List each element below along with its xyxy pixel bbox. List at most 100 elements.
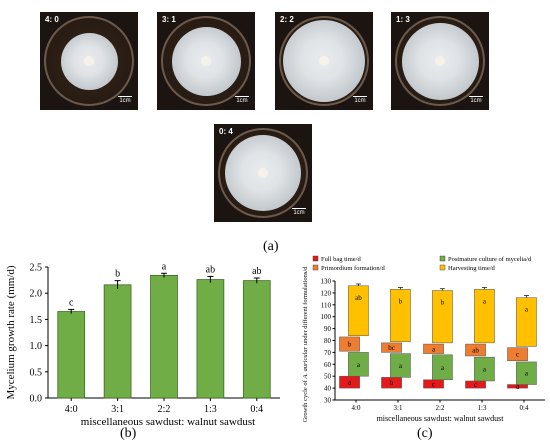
mycelium-colony xyxy=(60,32,118,90)
significance-letter: d xyxy=(516,383,520,391)
significance-letter: a xyxy=(432,345,436,353)
segment-bar xyxy=(339,336,360,352)
scale-bar-label: 1cm xyxy=(354,98,366,104)
x-tick-label: 1:3 xyxy=(478,404,487,412)
y-axis-label-species: A. auricular xyxy=(302,346,309,379)
y-tick-label: 2.0 xyxy=(30,289,43,300)
y-tick-label: 50 xyxy=(324,373,332,381)
mycelium-colony xyxy=(171,26,241,96)
scale-bar: 1cm xyxy=(235,96,249,104)
x-tick-label: 4:0 xyxy=(65,404,78,415)
segment-bar xyxy=(423,343,444,354)
significance-letter: a xyxy=(483,366,487,374)
significance-letter: c xyxy=(432,380,435,388)
scale-bar-line xyxy=(469,96,483,97)
y-tick-label: 80 xyxy=(324,337,332,345)
ratio-label: 1: 3 xyxy=(396,15,410,24)
significance-letter: a xyxy=(348,379,352,387)
petri-dish xyxy=(395,16,485,106)
significance-letter: a xyxy=(525,370,529,378)
significance-letter: ab xyxy=(206,264,215,275)
segment-bar xyxy=(432,354,453,381)
ratio-label: 0: 4 xyxy=(219,127,233,136)
y-axis-label: Growth cycle of A. auricular under diffe… xyxy=(302,266,309,423)
y-tick-label: 60 xyxy=(324,361,332,369)
y-axis-label: Mycelium growth rate (mm/d) xyxy=(5,265,17,399)
petri-dish xyxy=(161,16,251,106)
petri-dish xyxy=(279,16,369,106)
scale-bar-label: 1cm xyxy=(236,98,248,104)
significance-letter: c xyxy=(69,297,74,308)
segment-bar xyxy=(348,352,369,377)
scale-bar: 1cm xyxy=(292,208,306,216)
legend-label: Primordium formation/d xyxy=(321,265,385,272)
scale-bar-line xyxy=(292,208,306,209)
inoculum-spot xyxy=(435,56,445,66)
mycelium-colony xyxy=(401,22,479,100)
scale-bar-label: 1cm xyxy=(119,98,131,104)
x-tick-label: 2:2 xyxy=(436,404,445,412)
significance-letter: b xyxy=(115,269,120,280)
y-tick-label: 1.5 xyxy=(30,315,43,326)
growth-cycle-chart: Full bag time/d Postmature culture of myc… xyxy=(302,255,545,423)
segment-bar xyxy=(381,342,402,353)
legend-label: Harvesting time/d xyxy=(448,265,496,272)
inoculum-spot xyxy=(258,168,268,178)
significance-letter: b xyxy=(348,341,352,349)
legend-swatch xyxy=(439,264,446,271)
legend-swatch xyxy=(439,255,446,262)
scale-bar: 1cm xyxy=(353,96,367,104)
significance-letter: b xyxy=(390,379,394,387)
mycelium-colony xyxy=(225,135,301,211)
segment-bar xyxy=(516,297,537,347)
significance-letter: a xyxy=(162,261,167,272)
panel-label-c: (c) xyxy=(417,426,433,441)
significance-letter: a xyxy=(399,362,403,370)
x-tick-label: 1:3 xyxy=(204,404,217,415)
segment-bar xyxy=(474,356,495,382)
y-tick-label: 0.0 xyxy=(30,394,43,405)
petri-dish-photo: 0: 4 1cm xyxy=(214,124,312,222)
petri-dish xyxy=(218,128,308,218)
legend-label: Postmature culture of mycelia/d xyxy=(448,256,532,263)
x-axis-label: miscellaneous sawdust: walnut sawdust xyxy=(377,414,505,423)
x-tick-label: 3:1 xyxy=(394,404,403,412)
x-tick-label: 0:4 xyxy=(520,404,529,412)
significance-letter: a xyxy=(357,361,361,369)
segment-bar xyxy=(390,289,411,342)
ratio-label: 4: 0 xyxy=(45,15,59,24)
y-tick-label: 1.0 xyxy=(30,341,43,352)
y-tick-label: 70 xyxy=(324,349,332,357)
segment-bar xyxy=(507,347,528,361)
petri-dish-photo: 1: 3 1cm xyxy=(391,12,489,110)
significance-letter: ab xyxy=(355,294,362,302)
significance-letter: ab xyxy=(472,347,479,355)
petri-dish xyxy=(44,16,134,106)
legend: Full bag time/d Postmature culture of myc… xyxy=(312,255,532,272)
y-tick-label: 90 xyxy=(324,325,332,333)
x-tick-label: 2:2 xyxy=(158,404,171,415)
scale-bar: 1cm xyxy=(469,96,483,104)
bar xyxy=(103,284,132,399)
panel-label-a: (a) xyxy=(263,239,279,254)
y-tick-label: 130 xyxy=(321,278,332,286)
inoculum-spot xyxy=(319,56,329,66)
y-tick-label: 110 xyxy=(321,301,332,309)
y-tick-label: 120 xyxy=(321,289,332,297)
scale-bar: 1cm xyxy=(118,96,132,104)
y-axis-label-prefix: Growth cycle of xyxy=(302,379,309,423)
segment-bar xyxy=(516,361,537,385)
legend-label: Full bag time/d xyxy=(321,256,361,263)
x-axis-label: miscellaneous sawdust: walnut sawdust xyxy=(81,416,255,428)
significance-letter: a xyxy=(483,297,487,305)
segment-bar xyxy=(390,353,411,378)
panel-label-b: (b) xyxy=(120,426,137,441)
x-tick-label: 4:0 xyxy=(352,404,361,412)
x-tick-label: 3:1 xyxy=(111,404,124,415)
scale-bar-label: 1cm xyxy=(470,98,482,104)
scale-bar-line xyxy=(353,96,367,97)
ratio-label: 3: 1 xyxy=(162,15,176,24)
ratio-label: 2: 2 xyxy=(280,15,294,24)
significance-letter: b xyxy=(441,299,445,307)
legend-swatch xyxy=(312,255,319,262)
